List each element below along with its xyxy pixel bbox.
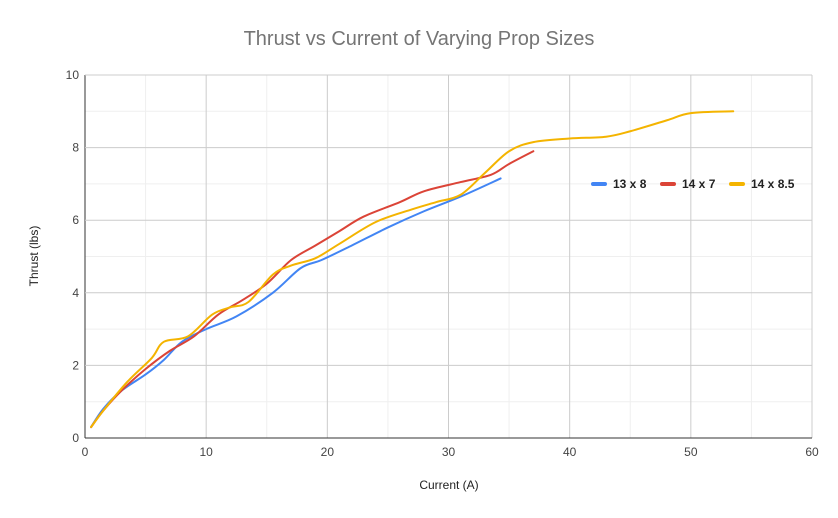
x-tick-label: 40 bbox=[563, 445, 577, 459]
y-axis-title: Thrust (lbs) bbox=[27, 226, 41, 287]
series-line-0 bbox=[90, 177, 502, 429]
legend: 13 x 8 14 x 7 14 x 8.5 bbox=[591, 177, 795, 191]
x-tick-label: 20 bbox=[321, 445, 335, 459]
series-lines bbox=[90, 110, 735, 429]
x-tick-label: 50 bbox=[684, 445, 698, 459]
y-tick-label: 8 bbox=[72, 141, 79, 155]
series-line-2 bbox=[90, 110, 735, 429]
x-tick-label: 60 bbox=[805, 445, 819, 459]
legend-label: 14 x 7 bbox=[682, 177, 716, 191]
y-tick-label: 6 bbox=[72, 213, 79, 227]
grid bbox=[84, 74, 813, 439]
x-tick-label: 0 bbox=[82, 445, 89, 459]
y-tick-label: 10 bbox=[66, 68, 80, 82]
series-line-1 bbox=[90, 150, 535, 429]
legend-label: 13 x 8 bbox=[613, 177, 647, 191]
tick-labels: 0 10 20 30 40 50 60 0 2 4 6 8 10 bbox=[66, 68, 819, 459]
x-tick-label: 30 bbox=[442, 445, 456, 459]
y-tick-label: 4 bbox=[72, 286, 79, 300]
chart-title: Thrust vs Current of Varying Prop Sizes bbox=[244, 28, 595, 50]
y-tick-label: 0 bbox=[72, 431, 79, 445]
x-axis-title: Current (A) bbox=[419, 478, 478, 492]
x-tick-label: 10 bbox=[199, 445, 213, 459]
y-tick-label: 2 bbox=[72, 358, 79, 372]
legend-label: 14 x 8.5 bbox=[751, 177, 795, 191]
